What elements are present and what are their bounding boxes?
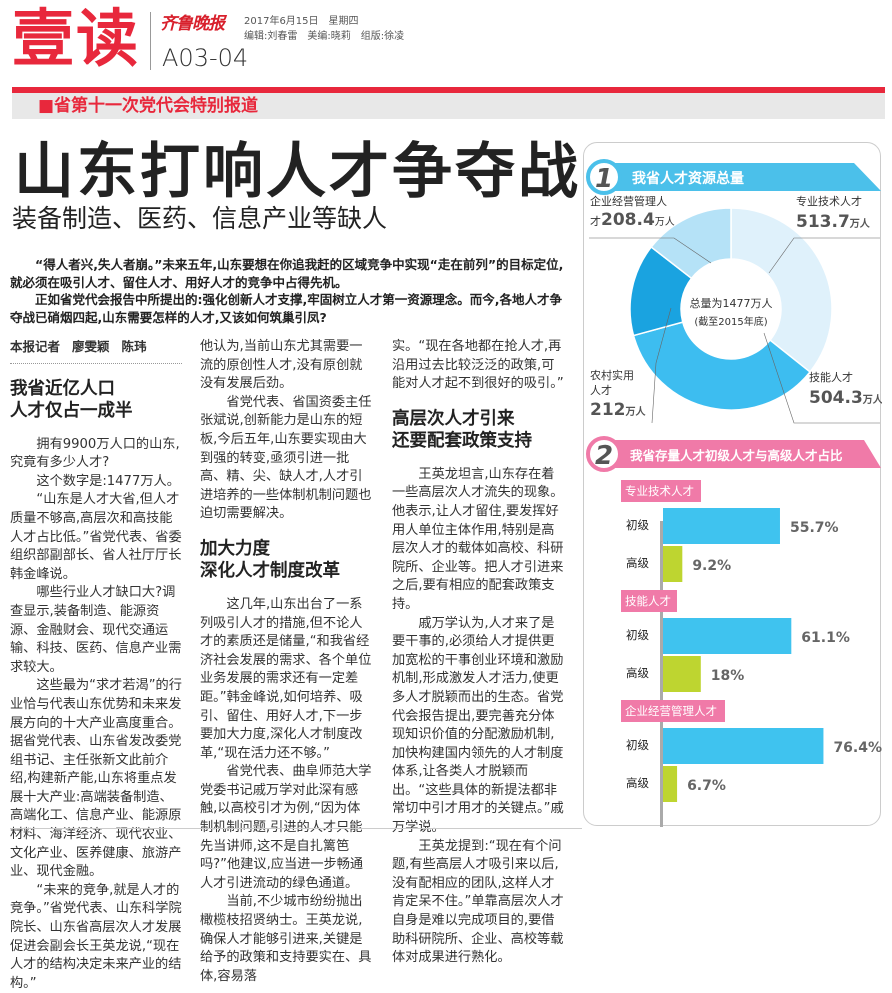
bar [663, 546, 683, 582]
bar-category-label: 高级 [626, 776, 649, 790]
bar [663, 656, 701, 692]
slice-label: 企业经营管理人 [590, 194, 667, 208]
paragraph: 当前,不少城市纷纷抛出橄榄枝招贤纳士。王英龙说,确保人才能够引进来,关键是给予的… [200, 894, 372, 984]
bar [663, 618, 792, 654]
headline: 山东打响人才争夺战 [14, 137, 581, 207]
slice-label: 专业技术人才 [796, 194, 862, 208]
divider [150, 12, 151, 70]
group-label-box [621, 480, 701, 502]
red-rule [12, 87, 885, 93]
slice-value: 504.3万人 [809, 388, 882, 408]
donut-slice [632, 321, 812, 411]
chart2-header-band [604, 440, 881, 468]
bar-category-label: 高级 [626, 556, 649, 570]
bar [663, 508, 780, 544]
donut-slice [650, 207, 732, 280]
paragraph: 哪些行业人才缺口大?调查显示,装备制造、能源资源、金融财会、现代交通运输、科技、… [10, 585, 182, 675]
slice-value: 才208.4万人 [590, 210, 675, 230]
lead-text: 正如省党代会报告中所提出的:强化创新人才支撑,牢固树立人才第一资源理念。而今,各… [10, 292, 562, 325]
chart2-number-badge [586, 436, 622, 472]
byline-label: 本报记者 [10, 339, 61, 354]
bar [663, 766, 678, 802]
slice-value: 513.7万人 [796, 212, 871, 232]
paragraph: 省党代表、省国资委主任张斌说,创新能力是山东的短板,今后五年,山东要实现由大到强… [200, 394, 372, 522]
leader-line [589, 237, 712, 264]
article-column: 他认为,当前山东尤其需要一流的原创性人才,没有原创就没有发展后劲。 省党代表、省… [200, 338, 372, 986]
slice-label: 农村实用 [590, 368, 634, 382]
chart2-title: 我省存量人才初级人才与高级人才占比 [630, 448, 843, 463]
group-label: 企业经营管理人才 [625, 704, 717, 718]
byline: 本报记者 廖雯颖 陈玮 [10, 338, 182, 364]
chart1-header-band [604, 163, 881, 191]
bar-axis [660, 521, 663, 833]
chart1-number: 1 [595, 164, 613, 194]
issue-date: 2017年6月15日 星期四 [244, 16, 359, 27]
group-label: 技能人才 [625, 594, 671, 608]
editors-credit: 编辑:刘春雷 美编:晓莉 组版:徐凌 [244, 31, 405, 42]
bar-category-label: 高级 [626, 666, 649, 680]
bar-category-label: 初级 [626, 738, 649, 752]
donut-center-label: 总量为1477万人 [690, 296, 773, 310]
paragraph: 这些最为“求才若渴”的行业恰与代表山东优势和未来发展方向的十大产业高度重合。据省… [10, 678, 182, 880]
leader-line [651, 307, 672, 424]
lead-paragraph: “得人者兴,失人者崩。”未来五年,山东要想在你追我赶的区域竞争中实现“走在前列”… [10, 256, 566, 326]
bar-value-label: 55.7% [790, 520, 839, 536]
paragraph: 拥有9900万人口的山东,究竟有多少人才? [10, 436, 180, 471]
group-label-box [621, 700, 725, 722]
paragraph: 实。“现在各地都在抢人才,再沿用过去比较泛泛的政策,可能对人才起不到很好的吸引。… [392, 339, 564, 392]
paragraph: “山东是人才大省,但人才质量不够高,高层次和高技能人才占比低。”省党代表、省委组… [10, 492, 182, 582]
group-label: 专业技术人才 [625, 484, 694, 498]
brand-title: 壹读 [12, 2, 141, 75]
subheading: 加大力度 深化人才制度改革 [200, 538, 340, 581]
leader-line [768, 237, 880, 274]
author: 廖雯颖 [72, 339, 110, 354]
subheading: 我省近亿人口 人才仅占一成半 [10, 378, 133, 421]
bar-category-label: 初级 [626, 518, 649, 532]
bar-value-label: 61.1% [801, 630, 850, 646]
donut-center-note: (截至2015年底) [694, 315, 767, 328]
bar-value-label: 18% [711, 668, 745, 684]
paragraph: 这几年,山东出台了一系列吸引人才的措施,但不论人才的素质还是储量,“和我省经济社… [200, 596, 372, 761]
subheading: 高层次人才引来 还要配套政策支持 [392, 408, 532, 451]
bar-value-label: 9.2% [692, 558, 731, 574]
newspaper-logo: 齐鲁晚报 [160, 14, 225, 34]
infographic-panel: 1 我省人才资源总量总量为1477万人 (截至2015年底) 专业技术人才 513.7万… [583, 142, 884, 833]
donut-slice [730, 207, 833, 374]
leader-line [763, 332, 880, 424]
lead-text: “得人者兴,失人者崩。”未来五年,山东要想在你追我赶的区域竞争中实现“走在前列”… [10, 257, 564, 290]
paragraph: 戚万学认为,人才来了是要干事的,必须给人才提供更加宽松的干事创业环境和激励机制,… [392, 615, 564, 836]
article-column: 本报记者 廖雯颖 陈玮 我省近亿人口 人才仅占一成半 拥有9900万人口的山东,究竟有… [10, 338, 182, 993]
subheadline: 装备制造、医药、信息产业等缺人 [12, 204, 388, 233]
slice-label: 技能人才 [809, 370, 853, 384]
bar [663, 728, 824, 764]
section-bar [12, 93, 885, 119]
author: 陈玮 [121, 339, 147, 354]
paragraph: “未来的竞争,就是人才的竞争。”省党代表、山东科学院院长、山东省高层次人才发展促… [10, 882, 182, 991]
section-title: ■省第十一次党代会特别报道 [38, 96, 259, 116]
chart2-number: 2 [595, 441, 613, 471]
group-label-box [621, 590, 677, 612]
article-column: 实。“现在各地都在抢人才,再沿用过去比较泛泛的政策,可能对人才起不到很好的吸引。… [392, 338, 564, 968]
bar-category-label: 初级 [626, 628, 649, 642]
paragraph: 他认为,当前山东尤其需要一流的原创性人才,没有原创就没有发展后劲。 [200, 339, 363, 392]
paragraph: 王英龙提到:“现在有个问题,有些高层人才吸引来以后,没有配相应的团队,这样人才肯… [392, 838, 564, 966]
paragraph: 这个数字是:1477万人。 [36, 473, 180, 489]
bottom-rule [10, 828, 582, 829]
page-number: A03-04 [162, 44, 249, 72]
paragraph: 王英龙坦言,山东存在着一些高层次人才流失的现象。他表示,让人才留住,要发挥好用人… [392, 466, 564, 612]
bar-value-label: 6.7% [687, 778, 726, 794]
chart1-title: 我省人才资源总量 [632, 170, 744, 187]
bar-value-label: 76.4% [833, 740, 882, 756]
slice-value: 212万人 [590, 400, 647, 420]
chart1-number-badge [586, 159, 622, 195]
slice-label: 人才 [590, 383, 612, 397]
